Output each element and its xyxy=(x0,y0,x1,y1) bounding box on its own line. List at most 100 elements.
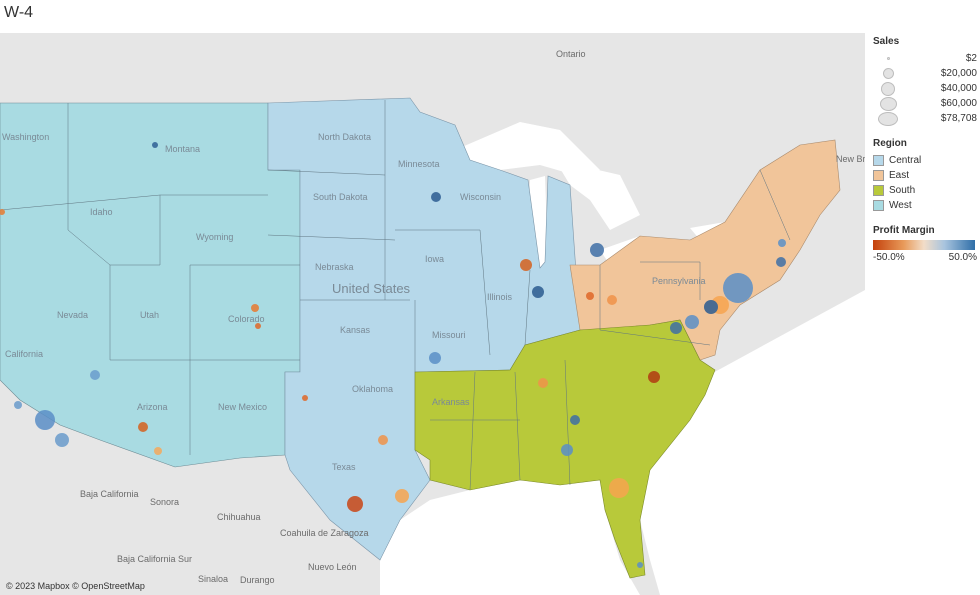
legend-sales-label: $60,000 xyxy=(940,98,977,109)
sales-mark[interactable] xyxy=(590,243,604,257)
legend-sales-label: $20,000 xyxy=(940,68,977,79)
sales-mark[interactable] xyxy=(378,435,388,445)
state-label-iowa: Iowa xyxy=(425,254,444,264)
sales-mark[interactable] xyxy=(395,489,409,503)
profit-min-label: -50.0% xyxy=(873,252,905,263)
sales-mark[interactable] xyxy=(251,304,259,312)
size-circle-icon xyxy=(886,57,890,60)
sales-mark[interactable] xyxy=(704,300,718,314)
geo-label-baja-california: Baja California xyxy=(80,489,139,499)
profit-gradient-bar xyxy=(873,240,975,250)
sales-mark[interactable] xyxy=(154,447,162,455)
state-label-kansas: Kansas xyxy=(340,325,371,335)
legend-region-label: Central xyxy=(889,155,922,166)
sales-mark[interactable] xyxy=(138,422,148,432)
sales-mark[interactable] xyxy=(648,371,660,383)
sales-mark[interactable] xyxy=(538,378,548,388)
state-label-wyoming: Wyoming xyxy=(196,232,233,242)
sales-mark[interactable] xyxy=(607,295,617,305)
state-label-montana: Montana xyxy=(165,144,200,154)
legend-region-item-east[interactable]: East xyxy=(873,168,977,183)
state-label-south-dakota: South Dakota xyxy=(313,192,368,202)
sales-mark[interactable] xyxy=(609,478,629,498)
sales-marks[interactable] xyxy=(0,142,786,568)
state-label-colorado: Colorado xyxy=(228,314,265,324)
size-circle-icon xyxy=(878,111,898,126)
sales-mark[interactable] xyxy=(429,352,441,364)
region-swatch xyxy=(873,200,884,211)
gulf-of-mexico xyxy=(380,480,640,595)
map-svg[interactable]: Washington Montana Idaho Wyoming Nevada … xyxy=(0,33,865,595)
sales-mark[interactable] xyxy=(35,410,55,430)
region-swatch xyxy=(873,155,884,166)
sales-mark[interactable] xyxy=(55,433,69,447)
state-label-utah: Utah xyxy=(140,310,159,320)
state-label-missouri: Missouri xyxy=(432,330,466,340)
legend-region-item-west[interactable]: West xyxy=(873,198,977,213)
sales-mark[interactable] xyxy=(90,370,100,380)
legend-sales-item: $20,000 xyxy=(873,66,977,81)
sales-mark[interactable] xyxy=(0,209,5,215)
sales-mark[interactable] xyxy=(561,444,573,456)
sales-mark[interactable] xyxy=(637,562,643,568)
state-label-idaho: Idaho xyxy=(90,207,113,217)
legend-region-item-central[interactable]: Central xyxy=(873,153,977,168)
country-label-united-states: United States xyxy=(332,281,411,296)
state-label-washington: Washington xyxy=(2,132,49,142)
legend-sales-label: $40,000 xyxy=(940,83,977,94)
geo-label-ontario: Ontario xyxy=(556,49,586,59)
sales-mark[interactable] xyxy=(778,239,786,247)
legend-region-label: South xyxy=(889,185,916,196)
sales-mark[interactable] xyxy=(520,259,532,271)
legend-sales-item: $40,000 xyxy=(873,81,977,96)
geo-label-chihuahua: Chihuahua xyxy=(217,512,261,522)
sales-mark[interactable] xyxy=(670,322,682,334)
sales-mark[interactable] xyxy=(776,257,786,267)
state-label-texas: Texas xyxy=(332,462,356,472)
geo-label-coahuila: Coahuila de Zaragoza xyxy=(280,528,369,538)
legend-region-title: Region xyxy=(873,138,907,149)
size-circle-icon xyxy=(882,68,894,79)
sales-mark[interactable] xyxy=(586,292,594,300)
state-label-arizona: Arizona xyxy=(137,402,168,412)
size-circle-icon xyxy=(879,96,897,111)
sales-mark[interactable] xyxy=(570,415,580,425)
sales-mark[interactable] xyxy=(14,401,22,409)
sales-mark[interactable] xyxy=(255,323,261,329)
state-label-north-dakota: North Dakota xyxy=(318,132,371,142)
state-borders xyxy=(0,100,791,491)
state-label-nebraska: Nebraska xyxy=(315,262,354,272)
state-label-oklahoma: Oklahoma xyxy=(352,384,393,394)
map-attribution: © 2023 Mapbox © OpenStreetMap xyxy=(6,581,145,591)
sales-mark[interactable] xyxy=(532,286,544,298)
geo-label-nuevo-leon: Nuevo León xyxy=(308,562,357,572)
legend-sales-item: $78,708 xyxy=(873,111,977,126)
sales-mark[interactable] xyxy=(152,142,158,148)
profit-max-label: 50.0% xyxy=(948,252,977,263)
legend-region-item-south[interactable]: South xyxy=(873,183,977,198)
geo-label-durango: Durango xyxy=(240,575,275,585)
region-swatch xyxy=(873,170,884,181)
sales-mark[interactable] xyxy=(685,315,699,329)
state-label-wisconsin: Wisconsin xyxy=(460,192,501,202)
legend-panel: Sales $2 $20,000 $40,000 $60,000 $78,708… xyxy=(873,36,977,263)
state-label-pennsylvania: Pennsylvania xyxy=(652,276,706,286)
state-label-california: California xyxy=(5,349,43,359)
atlantic-ocean xyxy=(640,290,865,595)
sales-mark[interactable] xyxy=(302,395,308,401)
state-label-new-mexico: New Mexico xyxy=(218,402,267,412)
state-label-minnesota: Minnesota xyxy=(398,159,440,169)
geo-label-new-brunswick: New Brunsw xyxy=(836,154,865,164)
sales-mark[interactable] xyxy=(431,192,441,202)
geo-label-sonora: Sonora xyxy=(150,497,179,507)
state-label-illinois: Illinois xyxy=(487,292,513,302)
map-view[interactable]: Washington Montana Idaho Wyoming Nevada … xyxy=(0,33,865,595)
state-label-nevada: Nevada xyxy=(57,310,88,320)
geo-label-sinaloa: Sinaloa xyxy=(198,574,228,584)
sales-mark[interactable] xyxy=(723,273,753,303)
geo-label-baja-california-sur: Baja California Sur xyxy=(117,554,192,564)
sales-mark[interactable] xyxy=(347,496,363,512)
legend-sales-label: $78,708 xyxy=(940,113,977,124)
legend-region-label: East xyxy=(889,170,910,181)
sheet-title: W-4 xyxy=(4,4,34,21)
